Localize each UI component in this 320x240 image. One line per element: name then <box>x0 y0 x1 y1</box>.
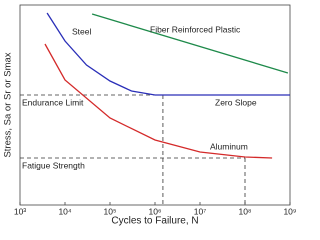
series-line <box>46 12 290 96</box>
series-line <box>91 13 289 74</box>
series-label: Steel <box>72 26 91 36</box>
x-tick-label: 10³ <box>14 206 26 216</box>
reference-label: Endurance Limit <box>22 97 84 107</box>
series-line <box>44 43 273 159</box>
x-axis-title: Cycles to Failure, N <box>111 216 198 227</box>
x-tick-label: 10⁵ <box>104 206 117 216</box>
annotation: Zero Slope <box>215 97 257 107</box>
series-label: Fiber Reinforced Plastic <box>150 24 241 34</box>
x-tick-label: 10⁸ <box>238 206 251 216</box>
x-tick-label: 10⁹ <box>283 206 296 216</box>
x-tick-label: 10⁶ <box>149 206 162 216</box>
series-label: Aluminum <box>210 141 248 151</box>
reference-label: Fatigue Strength <box>22 160 85 170</box>
x-tick-label: 10⁴ <box>58 206 71 216</box>
x-tick-label: 10⁷ <box>194 206 207 216</box>
chart: Cycles to Failure, N Stress, Sa or Sr or… <box>3 4 297 227</box>
y-axis-title: Stress, Sa or Sr or Smax <box>3 52 14 157</box>
